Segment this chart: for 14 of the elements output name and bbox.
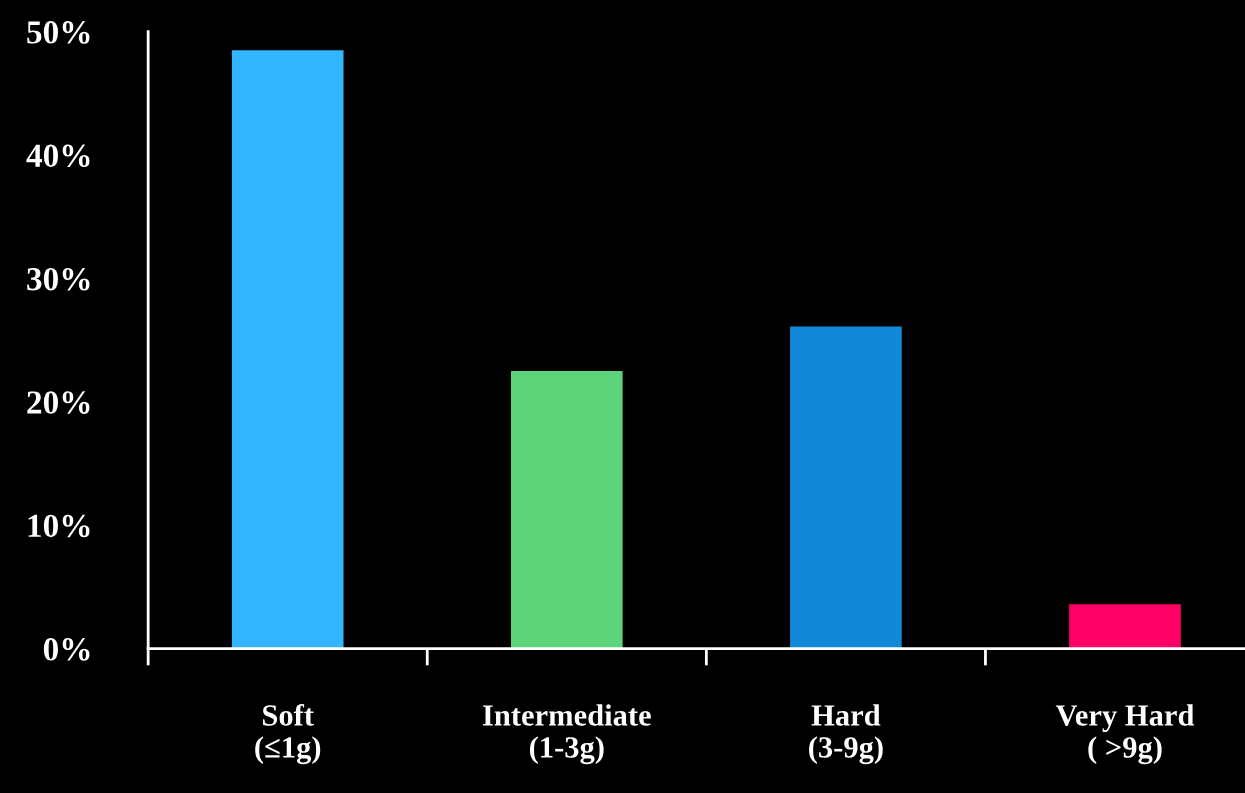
y-tick-label: 50% (27, 21, 90, 44)
bar (790, 326, 902, 649)
x-tick-label: Intermediate (1-3g) (482, 704, 651, 765)
y-tick-label: 0% (43, 638, 90, 661)
y-tick-label: 10% (28, 514, 90, 538)
y-tick-label: 20% (27, 391, 90, 414)
bar (510, 371, 623, 649)
y-tick-label: 40% (26, 144, 90, 168)
x-tick-label: Soft (≤1g) (255, 703, 321, 765)
y-tick-label: 30% (27, 267, 90, 291)
x-tick-label: Hard (3-9g) (809, 704, 883, 765)
bar (1069, 604, 1181, 649)
x-tick-label: Very Hard ( >9g) (1055, 704, 1195, 765)
bar (231, 50, 344, 649)
